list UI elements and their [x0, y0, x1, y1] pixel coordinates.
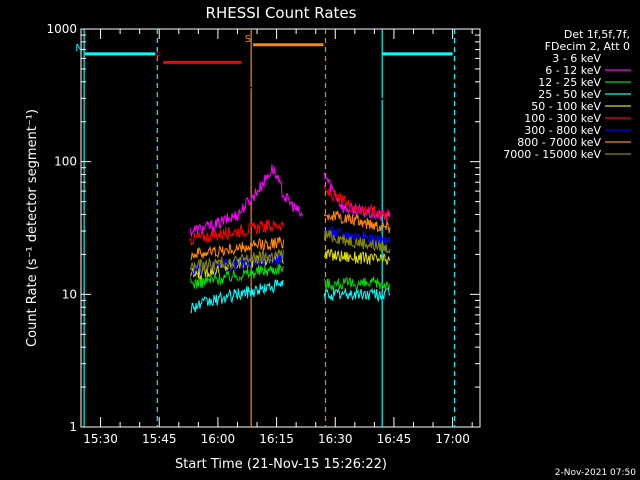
x-axis: 15:30 15:45 16:00 16:15 16:30 16:45 17:00 [80, 29, 473, 446]
series-line [190, 252, 285, 276]
legend-entry-label: 25 - 50 keV [538, 88, 601, 101]
legend-entry-label: 6 - 12 keV [545, 64, 601, 77]
legend-entry-label: 300 - 800 keV [524, 124, 601, 137]
series-line [190, 164, 303, 237]
series-line [190, 236, 285, 261]
legend-entry-label: 3 - 6 keV [552, 52, 601, 65]
x-tick-label: 16:45 [377, 432, 412, 446]
legend-entry-label: 7000 - 15000 keV [503, 148, 601, 161]
series-line [323, 184, 391, 221]
x-axis-label: Start Time (21-Nov-15 15:26:22) [175, 457, 387, 472]
y-tick-label: 100 [54, 155, 77, 169]
series-line [190, 263, 285, 289]
series-line [190, 218, 285, 246]
y-tick-label: 1000 [46, 22, 77, 36]
annotation-label: S [245, 34, 251, 45]
y-axis-label: Count Rate (s⁻¹ detector segment⁻¹) [25, 109, 40, 347]
annotation-label: F [155, 51, 161, 62]
legend-entry-label: 12 - 25 keV [538, 76, 601, 89]
series-line [323, 230, 391, 255]
legend-entry-label: 50 - 100 keV [531, 100, 601, 113]
x-tick-label: 16:15 [259, 432, 294, 446]
series-line [190, 278, 284, 314]
y-tick-label: 1 [69, 420, 77, 434]
y-axis: 1 10 100 1000 [46, 22, 480, 434]
chart-title: RHESSI Count Rates [206, 4, 357, 22]
y-tick-label: 10 [62, 287, 77, 301]
plot-frame [80, 28, 481, 428]
x-tick-label: 16:00 [201, 432, 236, 446]
series-line [323, 248, 391, 265]
x-tick-label: 17:00 [435, 432, 470, 446]
series-line [323, 275, 391, 292]
legend-header: Det 1f,5f,7f, [564, 28, 630, 41]
footer-timestamp: 2-Nov-2021 07:50 [555, 468, 637, 478]
x-tick-label: 16:30 [318, 432, 353, 446]
series-line [323, 287, 391, 303]
legend-entry-label: 100 - 300 keV [524, 112, 601, 125]
series-line [323, 90, 391, 105]
series-layer [190, 82, 391, 314]
annotation-label: N [75, 43, 82, 54]
series-line [323, 210, 391, 234]
legend-header: FDecim 2, Att 0 [545, 40, 630, 53]
x-tick-label: 15:30 [83, 432, 118, 446]
series-line [190, 248, 285, 273]
region-markers [83, 29, 456, 427]
series-line [190, 82, 320, 107]
x-tick-label: 15:45 [142, 432, 177, 446]
attenuator-annotations: N F S [75, 34, 453, 64]
legend-entry-label: 800 - 7000 keV [517, 136, 601, 149]
